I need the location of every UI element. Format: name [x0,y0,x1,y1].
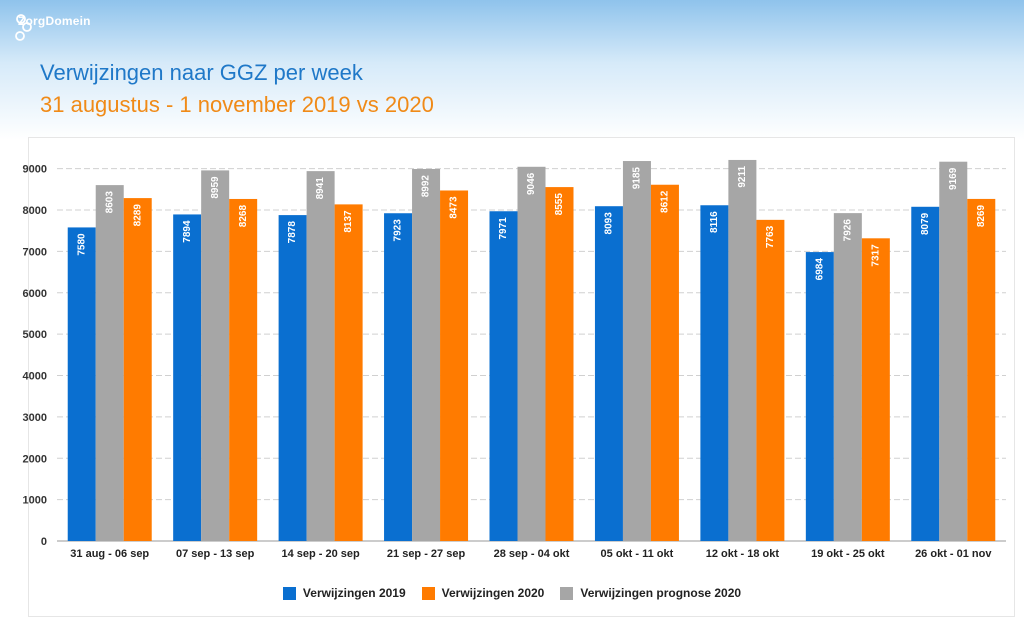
y-tick-label: 4000 [23,371,47,383]
legend-item-2019: Verwijzingen 2019 [282,586,406,600]
bar-verwijzingen-2019 [911,206,940,541]
y-tick-label: 6000 [23,288,47,300]
y-tick-label: 3000 [23,412,47,424]
bar-verwijzingen-2019 [805,252,834,541]
y-tick-label: 0 [41,536,47,548]
data-label: 7971 [498,217,509,240]
data-label: 8268 [238,205,249,228]
bar-verwijzingen-prognose-2020 [95,185,124,541]
y-tick-label: 7000 [23,246,47,258]
data-label: 7763 [765,225,776,248]
data-label: 8137 [343,210,354,233]
x-tick-label: 21 sep - 27 sep [387,548,466,560]
bar-verwijzingen-2019 [489,211,518,541]
data-label: 8289 [132,204,143,227]
bar-verwijzingen-2019 [278,215,307,541]
data-label: 7580 [76,233,87,256]
data-label: 7926 [842,219,853,242]
zorgdomein-logo-icon [15,14,32,41]
legend-swatch-prognose [560,586,574,600]
bar-verwijzingen-2020 [334,204,363,541]
chart-legend: Verwijzingen 2019 Verwijzingen 2020 Verw… [0,586,1024,600]
data-label: 8079 [920,212,931,235]
data-label: 9185 [632,167,643,190]
bar-verwijzingen-2020 [229,198,258,542]
bar-verwijzingen-prognose-2020 [939,161,968,542]
y-tick-label: 1000 [23,495,47,507]
bar-verwijzingen-prognose-2020 [306,171,335,542]
bar-verwijzingen-2020 [967,198,996,541]
y-tick-label: 5000 [23,329,47,341]
bar-verwijzingen-prognose-2020 [412,169,441,542]
legend-item-2020: Verwijzingen 2020 [421,586,545,600]
bar-verwijzingen-2020 [861,238,890,542]
chart-title: Verwijzingen naar GGZ per week [40,60,363,85]
data-label: 9046 [526,172,537,195]
legend-swatch-2019 [282,586,296,600]
x-tick-label: 31 aug - 06 sep [70,548,149,560]
bar-verwijzingen-2019 [173,214,202,541]
data-label: 8473 [449,196,460,219]
chart-subtitle: 31 augustus - 1 november 2019 vs 2020 [40,92,434,117]
bar-verwijzingen-prognose-2020 [201,170,230,541]
data-label: 9211 [737,166,748,188]
data-label: 7923 [393,219,404,242]
data-label: 9169 [948,167,959,190]
brand-name: ZorgDomein [18,14,91,28]
data-label: 8941 [315,177,326,200]
data-label: 8116 [709,211,720,233]
bar-verwijzingen-2019 [384,213,413,541]
legend-label-prognose: Verwijzingen prognose 2020 [580,586,742,600]
data-label: 8555 [554,193,565,216]
data-label: 8269 [976,204,987,227]
bar-verwijzingen-2019 [594,206,623,541]
y-tick-label: 9000 [23,164,47,176]
data-label: 8093 [604,212,615,235]
data-label: 8603 [104,191,115,214]
x-tick-label: 26 okt - 01 nov [915,548,992,560]
bar-verwijzingen-2020 [440,190,469,542]
bar-verwijzingen-2019 [700,205,729,541]
bar-verwijzingen-prognose-2020 [622,161,651,541]
x-tick-label: 28 sep - 04 okt [494,548,570,560]
bar-verwijzingen-prognose-2020 [728,159,757,541]
bar-verwijzingen-prognose-2020 [833,213,862,541]
bar-verwijzingen-prognose-2020 [517,166,546,542]
data-label: 7894 [182,220,193,243]
data-label: 8612 [660,190,671,213]
x-tick-label: 12 okt - 18 okt [706,548,780,560]
data-label: 8959 [210,176,221,199]
legend-item-prognose: Verwijzingen prognose 2020 [560,586,741,600]
y-tick-label: 8000 [23,205,47,217]
x-tick-label: 07 sep - 13 sep [176,548,255,560]
bar-verwijzingen-2020 [650,184,679,541]
header-background [0,0,1024,140]
x-tick-label: 14 sep - 20 sep [281,548,360,560]
data-label: 7878 [287,221,298,244]
x-tick-label: 05 okt - 11 okt [601,548,674,560]
legend-swatch-2020 [421,586,435,600]
x-tick-label: 19 okt - 25 okt [811,548,885,560]
legend-label-2019: Verwijzingen 2019 [302,586,406,600]
bar-verwijzingen-2020 [756,219,785,542]
bar-verwijzingen-2019 [67,227,96,541]
y-tick-label: 2000 [23,453,47,465]
data-label: 6984 [814,258,825,281]
data-label: 7317 [870,244,881,267]
legend-label-2020: Verwijzingen 2020 [441,586,545,600]
bar-verwijzingen-2020 [123,198,152,541]
bar-verwijzingen-2020 [545,187,574,542]
brand-logo: ZorgDomein [14,14,91,41]
data-label: 8992 [421,175,432,198]
